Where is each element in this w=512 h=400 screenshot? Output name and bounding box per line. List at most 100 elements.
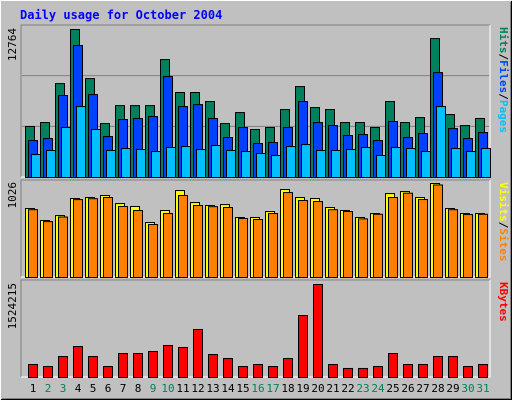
bar xyxy=(403,192,413,278)
chart-title: Daily usage for October 2004 xyxy=(20,8,222,22)
bar xyxy=(346,149,356,179)
bar xyxy=(313,284,323,378)
bar xyxy=(418,364,428,379)
bar xyxy=(76,106,86,178)
bar xyxy=(358,218,368,278)
bar xyxy=(283,358,293,378)
bar xyxy=(466,151,476,178)
bar xyxy=(178,346,188,379)
bar xyxy=(448,209,458,278)
bar xyxy=(313,201,323,278)
y-tick-label: 1524215 xyxy=(6,283,19,329)
bar xyxy=(436,106,446,178)
bar xyxy=(31,154,41,179)
bar xyxy=(343,367,353,379)
x-tick-label: 21 xyxy=(326,382,339,395)
x-tick-label: 22 xyxy=(341,382,354,395)
bar xyxy=(388,197,398,278)
bar xyxy=(253,219,263,278)
bar xyxy=(103,197,113,278)
legend-entry: Files xyxy=(497,60,510,93)
x-tick-label: 15 xyxy=(236,382,249,395)
x-tick-label: 9 xyxy=(150,382,157,395)
bar xyxy=(328,209,338,278)
bar xyxy=(238,366,248,379)
legend-separator: / xyxy=(497,222,510,229)
bar xyxy=(58,356,68,378)
bar xyxy=(298,315,308,379)
bar xyxy=(163,213,173,279)
x-tick-label: 19 xyxy=(296,382,309,395)
bar xyxy=(406,148,416,178)
bar xyxy=(178,195,188,278)
bar xyxy=(478,213,488,279)
x-tick-label: 14 xyxy=(221,382,235,395)
bar xyxy=(181,146,191,178)
bar xyxy=(481,148,491,178)
x-tick-label: 4 xyxy=(75,382,82,395)
x-tick-label: 16 xyxy=(251,382,264,395)
x-tick-label: 20 xyxy=(311,382,324,395)
bar xyxy=(298,200,308,278)
legend-separator: / xyxy=(497,54,510,61)
bar xyxy=(28,209,38,278)
x-tick-label: 5 xyxy=(90,382,97,395)
bar xyxy=(331,149,341,178)
x-tick-label: 3 xyxy=(60,382,67,395)
x-tick-label: 8 xyxy=(135,382,142,395)
x-tick-label: 28 xyxy=(431,382,444,395)
y-tick-label: 1026 xyxy=(6,182,19,209)
x-tick-label: 10 xyxy=(161,382,174,395)
bar xyxy=(166,146,176,178)
x-tick-label: 6 xyxy=(105,382,112,395)
bar xyxy=(211,144,221,179)
x-tick-label: 17 xyxy=(266,382,279,395)
plot-border-dark xyxy=(20,24,490,177)
bar xyxy=(328,364,338,379)
y-tick-label: 12764 xyxy=(6,28,19,61)
bar xyxy=(133,210,143,279)
bar xyxy=(373,213,383,279)
legend-entry: Visits xyxy=(497,182,510,222)
bar xyxy=(238,217,248,278)
bar xyxy=(286,146,296,178)
bar xyxy=(373,366,383,379)
bar xyxy=(61,127,71,178)
bar xyxy=(43,366,53,379)
bar xyxy=(148,351,158,378)
legend-entry: Pages xyxy=(497,100,510,133)
legend-separator: / xyxy=(497,93,510,100)
bar xyxy=(478,364,488,379)
bar xyxy=(433,184,443,278)
bar xyxy=(208,206,218,278)
bar xyxy=(316,149,326,178)
bar xyxy=(46,149,56,178)
bar xyxy=(196,149,206,179)
bar xyxy=(256,152,266,179)
bar xyxy=(223,207,233,278)
bar xyxy=(103,366,113,379)
legend-entry: KBytes xyxy=(497,282,510,322)
bar xyxy=(208,353,218,379)
bar xyxy=(193,204,203,278)
bar xyxy=(88,356,98,378)
bar xyxy=(28,364,38,379)
bar xyxy=(226,149,236,178)
x-tick-label: 12 xyxy=(191,382,204,395)
x-tick-label: 24 xyxy=(371,382,385,395)
bar xyxy=(133,353,143,378)
x-tick-label: 18 xyxy=(281,382,294,395)
bar xyxy=(121,148,131,178)
bar xyxy=(223,358,233,378)
bar xyxy=(58,216,68,278)
x-tick-label: 11 xyxy=(176,382,189,395)
plot-border-light xyxy=(21,280,491,378)
plot-border-dark xyxy=(20,179,490,277)
bar xyxy=(43,221,53,279)
bar xyxy=(301,144,311,178)
x-tick-label: 27 xyxy=(416,382,429,395)
bar xyxy=(451,148,461,178)
x-tick-label: 23 xyxy=(356,382,369,395)
